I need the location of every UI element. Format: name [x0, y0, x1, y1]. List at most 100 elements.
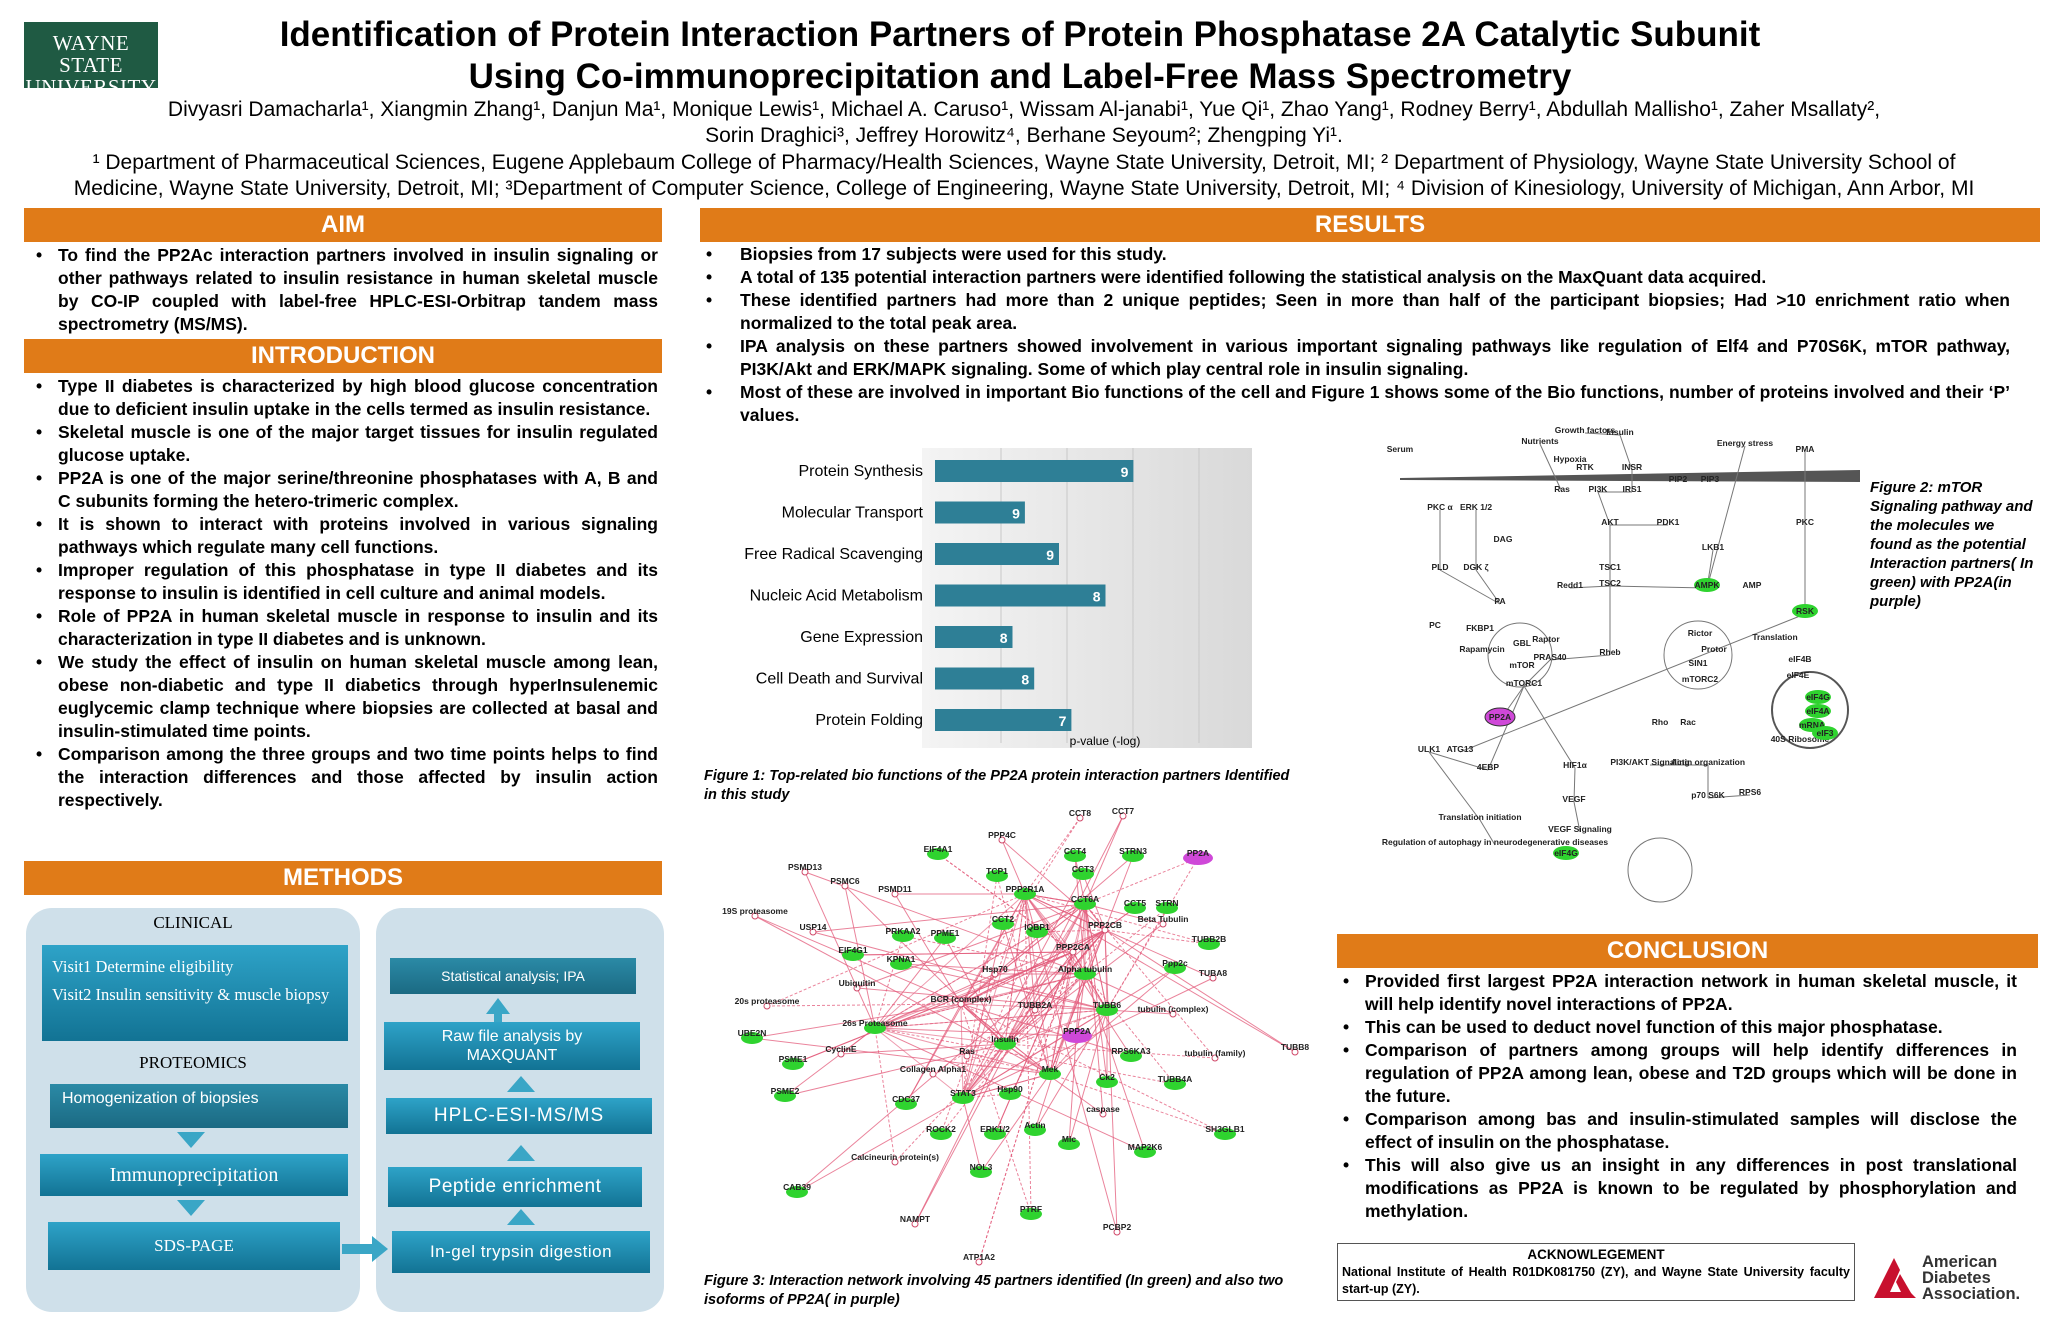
pathway-edge [1573, 767, 1576, 803]
network-label: CCT8 [1069, 808, 1091, 818]
figure3-caption: Figure 3: Interaction network involving … [704, 1273, 1284, 1308]
results-item: Biopsies from 17 subjects were used for … [700, 243, 2010, 266]
network-edge [874, 937, 946, 1029]
results-item: IPA analysis on these partners showed in… [700, 335, 2010, 381]
bar [935, 501, 1025, 524]
ada-line2: Diabetes [1922, 1269, 1991, 1287]
green-node [890, 958, 912, 970]
pathway-label: HIF1α [1563, 760, 1587, 770]
green-node [952, 1092, 974, 1104]
network-node [1076, 814, 1084, 822]
pathway-label: PMA [1796, 444, 1815, 454]
purple-node [1484, 707, 1516, 727]
data-label: 8 [1000, 630, 1008, 646]
network-label: CyclinE [825, 1044, 857, 1054]
pathway-label: Hypoxia [1553, 454, 1586, 464]
green-node [1198, 938, 1220, 950]
pathway-label: AMPK [1694, 580, 1720, 590]
green-node [1039, 1068, 1061, 1080]
network-edge [1034, 1009, 1108, 1131]
network-label: STAT3 [950, 1088, 976, 1098]
conclusion-list: Provided first largest PP2A interaction … [1337, 970, 2017, 1223]
clinical-label: CLINICAL [153, 913, 233, 932]
network-edge [905, 1003, 962, 1105]
network-edge [1024, 893, 1118, 1233]
green-node [1122, 850, 1144, 862]
arrow-right-icon [372, 1236, 388, 1262]
pathway-label: PA [1494, 596, 1505, 606]
pathway-label: Rho [1652, 717, 1669, 727]
network-edge [960, 951, 1074, 1005]
network-label: EIF4G1 [838, 945, 868, 955]
visit2-text: Visit2 Insulin sensitivity & muscle biop… [52, 985, 330, 1004]
category-label: Protein Synthesis [798, 463, 923, 480]
green-node [782, 1058, 804, 1070]
network-edge [1049, 973, 1086, 1075]
network-edge [874, 951, 1074, 1029]
network-label: TUBB6 [1093, 1000, 1122, 1010]
pathway-label: Rictor [1688, 628, 1713, 638]
pathway-label: PDK1 [1657, 517, 1680, 527]
network-node [991, 970, 999, 978]
pathway-label: RSK [1796, 606, 1815, 616]
network-edge [914, 903, 1086, 1225]
pathway-edge [1707, 794, 1751, 799]
pathway-label: VEGF [1562, 794, 1585, 804]
intro-item: Skeletal muscle is one of the major targ… [30, 421, 658, 467]
conclusion-item: Comparison of partners among groups will… [1337, 1039, 2017, 1108]
network-edge [1084, 973, 1146, 1153]
purple-node [1062, 1029, 1092, 1043]
pathway-label: Ras [1554, 484, 1570, 494]
pathway-edge [1573, 801, 1581, 833]
logo-line1: WAYNE STATE [52, 31, 130, 77]
pathway-label: PP2A [1489, 712, 1511, 722]
network-edge [960, 1003, 1006, 1045]
pathway-label: ATG13 [1447, 744, 1474, 754]
category-label: Gene Expression [800, 629, 923, 646]
network-edge [1084, 973, 1108, 1011]
green-node [1020, 1208, 1042, 1220]
network-edge [962, 931, 1038, 1099]
network-label: UBE2N [738, 1028, 767, 1038]
network-node [975, 1258, 983, 1266]
pathway-label: Raptor [1532, 634, 1560, 644]
network-label: Mlc [1062, 1134, 1076, 1144]
pathway-label: Rapamycin [1459, 644, 1504, 654]
green-node [1694, 578, 1720, 592]
network-edge [960, 893, 1026, 1005]
network-edge [940, 929, 1106, 1135]
pathway-label: RTK [1576, 462, 1594, 472]
pathway-label: Translation [1752, 632, 1797, 642]
network-label: PPP2CB [1088, 920, 1122, 930]
pathway-label: LKB1 [1702, 542, 1724, 552]
network-edge [804, 871, 876, 1029]
intro-item: Type II diabetes is characterized by hig… [30, 375, 658, 421]
bar [935, 626, 1013, 648]
network-edge [1084, 907, 1168, 975]
pathway-edge [1428, 751, 1489, 771]
network-label: 20s proteasome [735, 996, 800, 1006]
pathway-edge [1609, 585, 1708, 589]
network-label: CCT5 [1124, 898, 1146, 908]
arrow-up-shaft [494, 1012, 502, 1022]
green-node [1805, 690, 1831, 704]
pathway-label: Translation initiation [1438, 812, 1521, 822]
pathway-label: Growth factors [1555, 425, 1616, 435]
network-edge [994, 951, 1074, 1135]
pathway-label: eIF4G [1806, 692, 1830, 702]
network-edge [784, 1027, 876, 1097]
translation-complex [1771, 671, 1849, 749]
bio-functions-bar-chart: Protein Synthesis 9 Molecular Transport 9 Fr… [744, 448, 1200, 743]
network-edge [902, 935, 1086, 975]
hplc-box: HPLC-ESI-MS/MS [386, 1098, 652, 1134]
network-edge [852, 951, 1074, 956]
green-node [999, 1088, 1021, 1100]
eif4-complex [1627, 837, 1693, 903]
pathway-edge [1549, 654, 1611, 661]
pathway-label: eIF3 [1816, 728, 1833, 738]
pathway-edge [1539, 443, 1563, 493]
data-label: 8 [1093, 589, 1101, 605]
bar [935, 667, 1035, 690]
pathway-label: Actin organization [1671, 757, 1745, 767]
pathway-label: eIF4A [1806, 706, 1829, 716]
